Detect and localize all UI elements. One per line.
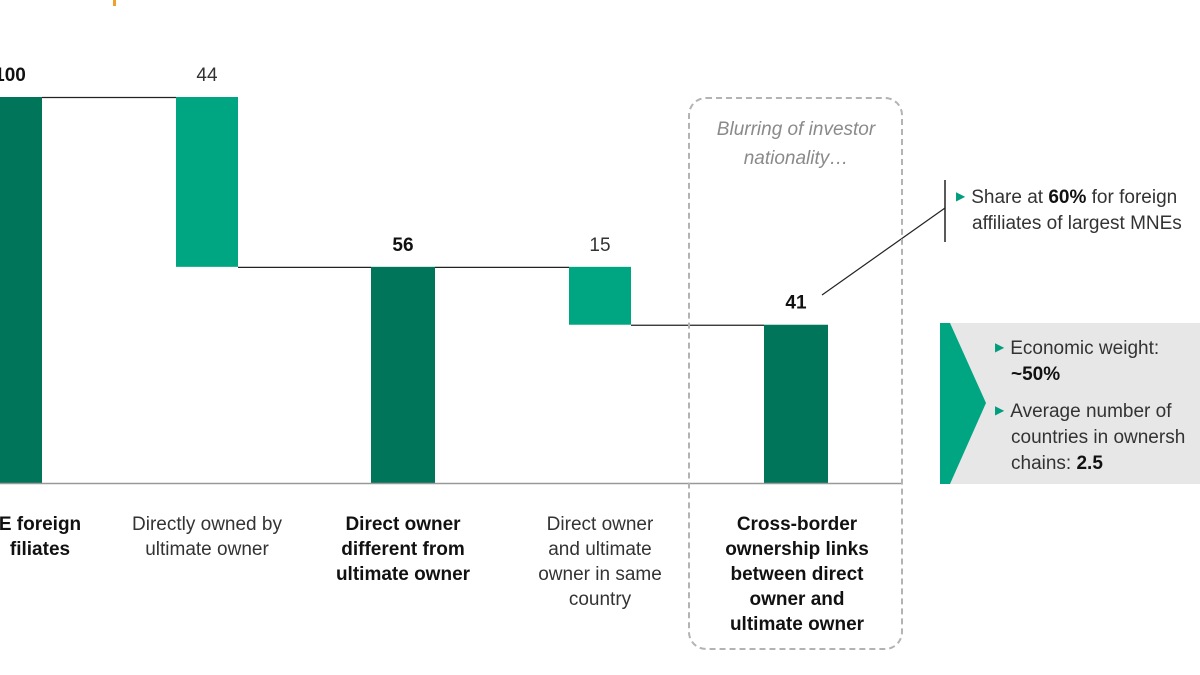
category-label-cross-border: Cross-border ownership links between dir…	[725, 514, 869, 635]
annotation-dashed-box	[688, 97, 903, 650]
share-callout-line2: affiliates of largest MNEs	[972, 213, 1182, 234]
panel-item-average-countries: ▶ Average number of countries in ownersh …	[995, 397, 1200, 477]
share-callout: ▶ Share at 60% for foreign affiliates of …	[956, 183, 1200, 237]
share-callout-line1: ▶ Share at 60% for foreign	[956, 183, 1200, 211]
triangle-bullet-icon: ▶	[956, 189, 966, 203]
orange-accent-mark	[113, 0, 116, 6]
category-label-directly-owned: Directly owned by ultimate owner	[132, 514, 282, 560]
callout-leader-line	[821, 207, 946, 296]
chevron-arrow-icon	[940, 323, 986, 484]
waterfall-bar	[569, 266, 631, 325]
bar-value-label: 56	[392, 235, 413, 256]
category-label-same-country: Direct owner and ultimate owner in same …	[538, 514, 662, 610]
bar-value-label: 44	[196, 65, 218, 86]
triangle-bullet-icon: ▶	[995, 403, 1005, 417]
triangle-bullet-icon: ▶	[995, 340, 1005, 354]
waterfall-bar	[176, 97, 238, 267]
waterfall-bar	[371, 266, 435, 483]
panel-item-economic-weight: ▶ Economic weight: ~50%	[995, 334, 1200, 388]
waterfall-bar	[0, 97, 42, 483]
bar-value-label: 100	[0, 65, 26, 86]
category-label-mne-foreign-affiliates: E foreign filiates	[0, 514, 82, 560]
bar-value-label: 15	[589, 235, 610, 256]
waterfall-bar	[764, 324, 828, 483]
annotation-note: Blurring of investor nationality…	[716, 119, 876, 169]
bar-value-label: 41	[785, 293, 807, 314]
category-label-direct-owner-different: Direct owner different from ultimate own…	[335, 514, 471, 585]
